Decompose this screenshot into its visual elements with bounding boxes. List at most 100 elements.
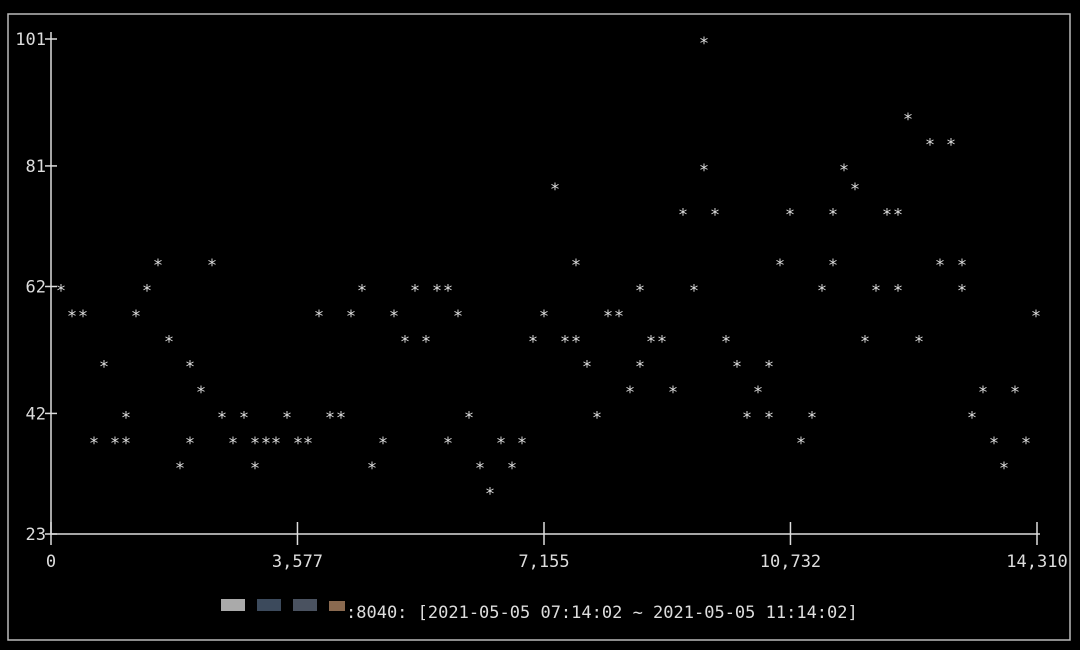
point: * bbox=[464, 408, 474, 428]
point: * bbox=[314, 307, 324, 327]
point: * bbox=[699, 34, 709, 54]
point: * bbox=[271, 434, 281, 454]
point: * bbox=[142, 282, 152, 302]
point: * bbox=[957, 256, 967, 276]
point: * bbox=[346, 307, 356, 327]
point: * bbox=[196, 383, 206, 403]
point: * bbox=[250, 459, 260, 479]
point: * bbox=[453, 307, 463, 327]
point: * bbox=[378, 434, 388, 454]
point: * bbox=[603, 307, 613, 327]
point: * bbox=[850, 180, 860, 200]
point: * bbox=[646, 332, 656, 352]
point: * bbox=[571, 332, 581, 352]
point: * bbox=[635, 282, 645, 302]
point: * bbox=[185, 358, 195, 378]
point: * bbox=[228, 434, 238, 454]
point: * bbox=[957, 282, 967, 302]
point: * bbox=[678, 205, 688, 225]
point: * bbox=[764, 358, 774, 378]
x-tick-label: 3,577 bbox=[272, 552, 323, 572]
y-tick-label: 81 bbox=[26, 157, 46, 177]
point: * bbox=[732, 358, 742, 378]
point: * bbox=[239, 408, 249, 428]
point: * bbox=[742, 408, 752, 428]
point: * bbox=[721, 332, 731, 352]
point: * bbox=[410, 282, 420, 302]
point: * bbox=[828, 256, 838, 276]
point: * bbox=[261, 434, 271, 454]
point: * bbox=[903, 110, 913, 130]
point: * bbox=[914, 332, 924, 352]
point: * bbox=[293, 434, 303, 454]
caption: :8040: [2021-05-05 07:14:02 ~ 2021-05-05… bbox=[346, 603, 858, 623]
blurred-host bbox=[293, 599, 317, 611]
point: * bbox=[710, 205, 720, 225]
point: * bbox=[935, 256, 945, 276]
point: * bbox=[699, 161, 709, 181]
point: * bbox=[614, 307, 624, 327]
point: * bbox=[871, 282, 881, 302]
y-tick-label: 23 bbox=[26, 525, 46, 545]
point: * bbox=[367, 459, 377, 479]
point: * bbox=[785, 205, 795, 225]
point: * bbox=[967, 408, 977, 428]
point: * bbox=[893, 205, 903, 225]
point: * bbox=[625, 383, 635, 403]
point: * bbox=[839, 161, 849, 181]
point: * bbox=[121, 434, 131, 454]
point: * bbox=[56, 282, 66, 302]
point: * bbox=[882, 205, 892, 225]
y-tick-label: 62 bbox=[26, 278, 46, 298]
point: * bbox=[893, 282, 903, 302]
point: * bbox=[592, 408, 602, 428]
point: * bbox=[67, 307, 77, 327]
point: * bbox=[443, 434, 453, 454]
point: * bbox=[539, 307, 549, 327]
point: * bbox=[635, 358, 645, 378]
point: * bbox=[175, 459, 185, 479]
point: * bbox=[999, 459, 1009, 479]
point: * bbox=[571, 256, 581, 276]
point: * bbox=[389, 307, 399, 327]
frame bbox=[7, 13, 1071, 641]
point: * bbox=[796, 434, 806, 454]
blurred-host bbox=[329, 601, 345, 611]
point: * bbox=[1021, 434, 1031, 454]
point: * bbox=[989, 434, 999, 454]
point: * bbox=[89, 434, 99, 454]
point: * bbox=[582, 358, 592, 378]
point: * bbox=[528, 332, 538, 352]
point: * bbox=[432, 282, 442, 302]
point: * bbox=[164, 332, 174, 352]
point: * bbox=[517, 434, 527, 454]
y-tick-label: 42 bbox=[26, 404, 46, 424]
y-tick-label: 101 bbox=[15, 30, 46, 50]
point: * bbox=[250, 434, 260, 454]
point: * bbox=[560, 332, 570, 352]
point: * bbox=[507, 459, 517, 479]
point: * bbox=[217, 408, 227, 428]
point: * bbox=[110, 434, 120, 454]
point: * bbox=[421, 332, 431, 352]
point: * bbox=[475, 459, 485, 479]
point: * bbox=[185, 434, 195, 454]
point: * bbox=[817, 282, 827, 302]
point: * bbox=[828, 205, 838, 225]
point: * bbox=[121, 408, 131, 428]
point: * bbox=[303, 434, 313, 454]
blurred-host bbox=[221, 599, 245, 611]
point: * bbox=[1010, 383, 1020, 403]
point: * bbox=[775, 256, 785, 276]
point: * bbox=[753, 383, 763, 403]
point: * bbox=[485, 485, 495, 505]
x-tick-label: 7,155 bbox=[518, 552, 569, 572]
point: * bbox=[99, 358, 109, 378]
point: * bbox=[153, 256, 163, 276]
point: * bbox=[946, 136, 956, 156]
point: * bbox=[925, 136, 935, 156]
point: * bbox=[357, 282, 367, 302]
point: * bbox=[443, 282, 453, 302]
